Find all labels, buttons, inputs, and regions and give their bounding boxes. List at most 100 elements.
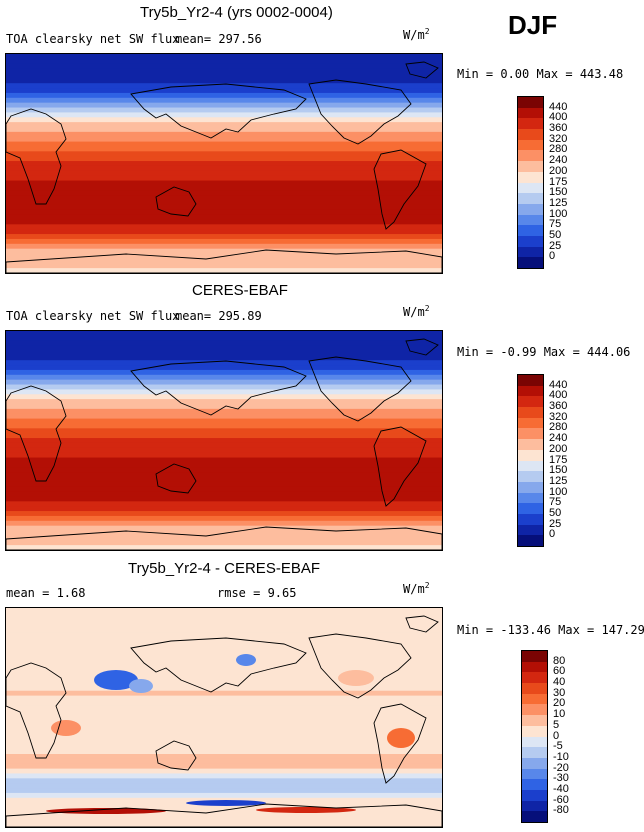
- colorbar-tick-label: 75: [549, 218, 562, 231]
- map-band: [6, 690, 442, 697]
- map-band: [6, 365, 442, 371]
- map-band: [6, 423, 442, 429]
- colorbar-tick-label: 125: [549, 196, 568, 209]
- colorbar-tick-label: 0: [553, 729, 560, 742]
- map-band: [6, 355, 442, 361]
- map-band: [6, 768, 442, 774]
- colorbar-tick-label: 440: [549, 100, 568, 113]
- map-band: [6, 122, 442, 128]
- map-band: [6, 151, 442, 157]
- colorbar-segment: [518, 428, 543, 440]
- map-band: [6, 97, 442, 104]
- map-band: [6, 399, 442, 405]
- map-band: [6, 345, 442, 351]
- colorbar-tick-label: 400: [549, 389, 568, 402]
- panel2-mean: mean= 295.89: [175, 309, 262, 323]
- map-band: [6, 165, 442, 172]
- map-band: [6, 472, 442, 478]
- colorbar-tick-label: 360: [549, 122, 568, 135]
- map-band: [6, 68, 442, 74]
- colorbar-segment: [522, 672, 547, 684]
- anomaly-patch: [387, 728, 415, 748]
- colorbar-segment: [522, 725, 547, 737]
- map-band: [6, 418, 442, 424]
- map-band: [6, 102, 442, 109]
- map-band: [6, 608, 442, 614]
- colorbar-segment: [518, 396, 543, 408]
- coastline: [155, 740, 197, 771]
- map-band: [6, 710, 442, 716]
- map-band: [6, 394, 442, 400]
- colorbar-segment: [518, 225, 543, 236]
- colorbar-tick-label: 240: [549, 154, 568, 167]
- panel3-minmax: Min = -133.46 Max = 147.29: [457, 623, 644, 637]
- map-band: [6, 136, 442, 143]
- coastline: [373, 149, 427, 230]
- map-band: [6, 433, 442, 439]
- colorbar-segment: [518, 150, 543, 162]
- map-band: [6, 477, 442, 483]
- colorbar-segment: [518, 535, 543, 546]
- colorbar-segment: [518, 524, 543, 536]
- map-band: [6, 817, 442, 823]
- map-band: [6, 695, 442, 701]
- coastline: [130, 637, 307, 693]
- map-band: [6, 520, 442, 527]
- colorbar-tick-label: 175: [549, 175, 568, 188]
- colorbar-segment: [518, 193, 543, 204]
- anomaly-patch: [46, 808, 166, 814]
- panel3-rmse: rmse = 9.65: [217, 586, 297, 600]
- map-band: [6, 792, 442, 799]
- anomaly-patch: [256, 807, 356, 813]
- map-band: [6, 78, 442, 84]
- map-band: [6, 705, 442, 711]
- map-band: [6, 224, 442, 230]
- map-band: [6, 408, 442, 415]
- map-band: [6, 204, 442, 211]
- map-band: [6, 190, 442, 196]
- colorbar-tick-label: 125: [549, 474, 568, 487]
- map-band: [6, 685, 442, 692]
- map-band: [6, 632, 442, 638]
- colorbar-segment: [518, 171, 543, 183]
- map-band: [6, 83, 442, 89]
- coastline: [373, 703, 427, 784]
- map-band: [6, 340, 442, 347]
- map-band: [6, 700, 442, 706]
- colorbar-tick-label: 440: [549, 378, 568, 391]
- colorbar-tick-label: 320: [549, 410, 568, 423]
- colorbar-segment: [518, 235, 543, 247]
- coastline: [155, 463, 197, 494]
- colorbar-segment: [522, 693, 547, 705]
- map-band: [6, 117, 442, 123]
- map-band: [6, 486, 442, 493]
- map-band: [6, 535, 442, 541]
- map-band: [6, 671, 442, 677]
- colorbar-segment: [522, 704, 547, 716]
- map-band: [6, 428, 442, 434]
- colorbar-segment: [522, 779, 547, 790]
- colorbar-tick-label: 60: [553, 665, 566, 678]
- coastline: [6, 385, 67, 482]
- map-band: [6, 758, 442, 765]
- map-band: [6, 268, 442, 273]
- colorbar-tick-label: 280: [549, 143, 568, 156]
- map-band: [6, 350, 442, 356]
- map-band: [6, 734, 442, 740]
- colorbar-tick-label: 280: [549, 421, 568, 434]
- map-band: [6, 646, 442, 653]
- colorbar-tick-label: 0: [549, 528, 556, 541]
- map-band: [6, 107, 442, 113]
- colorbar-tick-label: 5: [553, 718, 560, 731]
- colorbar-segment: [518, 375, 543, 386]
- colorbar-tick-label: 40: [553, 676, 566, 689]
- colorbar-tick-label: 0: [549, 250, 556, 263]
- map-band: [6, 763, 442, 770]
- map-band: [6, 258, 442, 264]
- map-band: [6, 622, 442, 628]
- map-band: [6, 729, 442, 736]
- map-band: [6, 457, 442, 463]
- colorbar-segment: [518, 460, 543, 472]
- map-band: [6, 754, 442, 760]
- map-band: [6, 131, 442, 138]
